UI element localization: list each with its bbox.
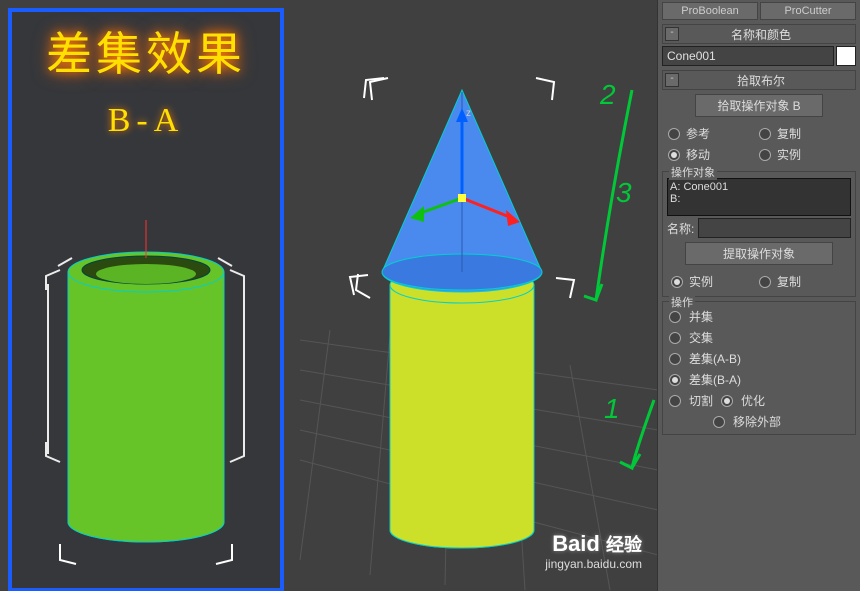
op-intersect[interactable]: 交集 [665, 327, 853, 348]
op-cut[interactable]: 切割 [665, 390, 717, 411]
svg-text:z: z [466, 108, 471, 119]
overlay-canvas [12, 162, 280, 591]
radio-extract-instance[interactable]: 实例 [671, 271, 759, 292]
group-operation: 操作 并集 交集 差集(A-B) 差集(B-A) 切割 优化 移除外部 [662, 301, 856, 435]
watermark: Baid 经验 jingyan.baidu.com [545, 531, 642, 571]
overlay-title: 差集效果 [12, 18, 280, 84]
result-overlay: 差集效果 B-A [8, 8, 284, 591]
proboolean-button[interactable]: ProBoolean [662, 2, 758, 20]
section-pick-boolean: -拾取布尔 拾取操作对象 B 参考 复制 移动 实例 [662, 70, 856, 167]
radio-move[interactable]: 移动 [668, 144, 759, 165]
operand-name-input[interactable] [698, 218, 851, 238]
procutter-button[interactable]: ProCutter [760, 2, 856, 20]
radio-reference[interactable]: 参考 [668, 123, 759, 144]
op-subtract-ba[interactable]: 差集(B-A) [665, 369, 853, 390]
op-remove-exterior[interactable]: 移除外部 [665, 411, 853, 432]
overlay-subtitle: B-A [12, 102, 280, 140]
extract-operand-button[interactable]: 提取操作对象 [685, 242, 833, 265]
command-panel: ProBoolean ProCutter -名称和颜色 Cone001 -拾取布… [657, 0, 860, 591]
section-name-color: -名称和颜色 Cone001 [662, 24, 856, 66]
radio-instance[interactable]: 实例 [759, 144, 850, 165]
pick-operand-b-button[interactable]: 拾取操作对象 B [695, 94, 823, 117]
radio-extract-copy[interactable]: 复制 [759, 271, 847, 292]
group-operands: 操作对象 A: Cone001 B: 名称: 提取操作对象 实例 复制 [662, 171, 856, 297]
name-label: 名称: [667, 220, 694, 237]
color-swatch[interactable] [836, 46, 856, 66]
op-cut-optimize[interactable]: 优化 [717, 390, 769, 411]
object-name-input[interactable]: Cone001 [662, 46, 834, 66]
radio-copy[interactable]: 复制 [759, 123, 850, 144]
collapse-icon[interactable]: - [665, 73, 679, 87]
op-subtract-ab[interactable]: 差集(A-B) [665, 348, 853, 369]
operand-list[interactable]: A: Cone001 B: [667, 178, 851, 216]
collapse-icon[interactable]: - [665, 27, 679, 41]
viewport[interactable]: z 差集效果 B-A [0, 0, 658, 591]
